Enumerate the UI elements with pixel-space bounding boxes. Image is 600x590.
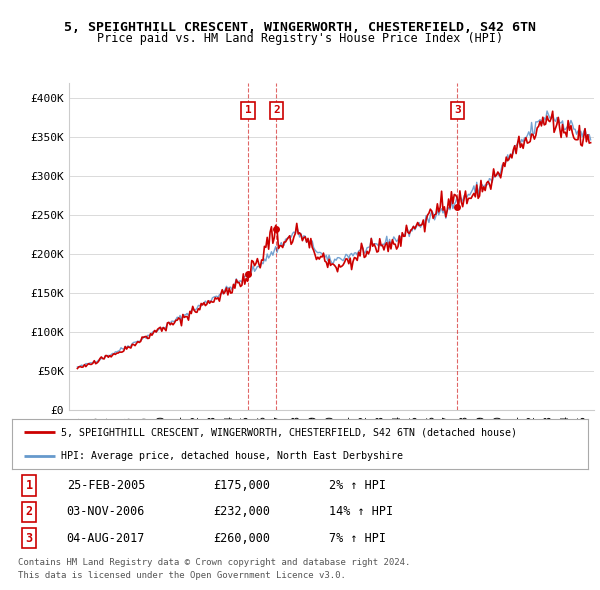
Text: 2: 2	[273, 106, 280, 116]
Text: 3: 3	[454, 106, 461, 116]
Text: £260,000: £260,000	[214, 532, 271, 545]
Text: 1: 1	[26, 479, 33, 492]
Text: £232,000: £232,000	[214, 505, 271, 519]
Text: 25-FEB-2005: 25-FEB-2005	[67, 479, 145, 492]
Text: 2: 2	[26, 505, 33, 519]
Text: Contains HM Land Registry data © Crown copyright and database right 2024.: Contains HM Land Registry data © Crown c…	[18, 558, 410, 566]
Text: 5, SPEIGHTHILL CRESCENT, WINGERWORTH, CHESTERFIELD, S42 6TN: 5, SPEIGHTHILL CRESCENT, WINGERWORTH, CH…	[64, 21, 536, 34]
Text: 5, SPEIGHTHILL CRESCENT, WINGERWORTH, CHESTERFIELD, S42 6TN (detached house): 5, SPEIGHTHILL CRESCENT, WINGERWORTH, CH…	[61, 427, 517, 437]
Text: 1: 1	[245, 106, 251, 116]
Text: Price paid vs. HM Land Registry's House Price Index (HPI): Price paid vs. HM Land Registry's House …	[97, 32, 503, 45]
Text: HPI: Average price, detached house, North East Derbyshire: HPI: Average price, detached house, Nort…	[61, 451, 403, 461]
Text: 14% ↑ HPI: 14% ↑ HPI	[329, 505, 393, 519]
Text: This data is licensed under the Open Government Licence v3.0.: This data is licensed under the Open Gov…	[18, 571, 346, 579]
Text: 7% ↑ HPI: 7% ↑ HPI	[329, 532, 386, 545]
Text: £175,000: £175,000	[214, 479, 271, 492]
Text: 04-AUG-2017: 04-AUG-2017	[67, 532, 145, 545]
Text: 2% ↑ HPI: 2% ↑ HPI	[329, 479, 386, 492]
Text: 3: 3	[26, 532, 33, 545]
Text: 03-NOV-2006: 03-NOV-2006	[67, 505, 145, 519]
